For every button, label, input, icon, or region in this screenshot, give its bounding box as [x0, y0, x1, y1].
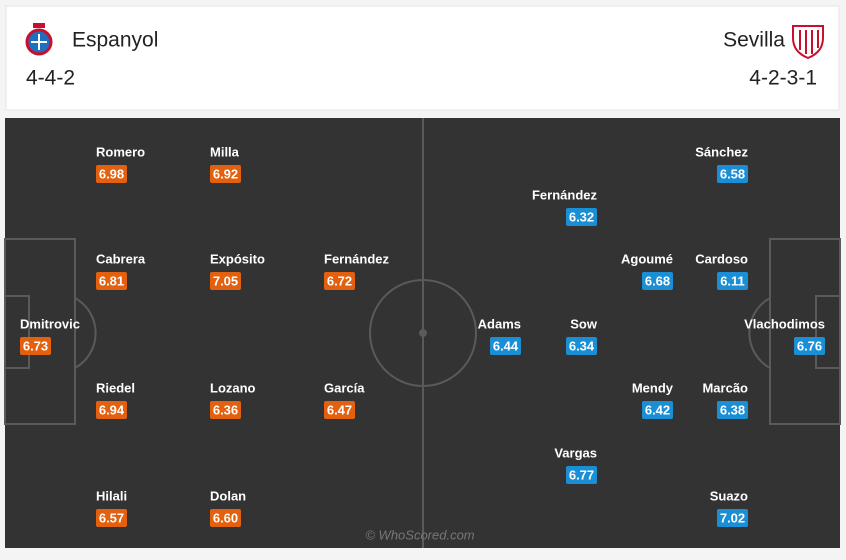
player-rating: 6.44: [493, 338, 519, 353]
rating-badge: [642, 401, 673, 419]
player-name: Expósito: [210, 251, 265, 266]
rating-badge: [96, 272, 127, 290]
rating-badge: [566, 466, 597, 484]
rating-badge: [210, 509, 241, 527]
player-rating: 6.60: [213, 510, 238, 525]
rating-badge: [210, 165, 241, 183]
rating-badge: [210, 272, 241, 290]
rating-badge: [96, 509, 127, 527]
player-name: Vargas: [554, 445, 597, 460]
rating-badge: [717, 272, 748, 290]
rating-badge: [324, 401, 355, 419]
player-rating: 6.76: [797, 338, 822, 353]
player-name: García: [324, 380, 365, 395]
player-rating: 6.98: [99, 166, 124, 181]
player-name: Mendy: [632, 380, 674, 395]
player-rating: 6.32: [569, 209, 594, 224]
player-rating: 6.57: [99, 510, 124, 525]
rating-badge: [96, 401, 127, 419]
rating-badge: [566, 337, 597, 355]
player-rating: 6.72: [327, 273, 352, 288]
rating-badge: [717, 401, 748, 419]
player-rating: 6.36: [213, 402, 238, 417]
player-name: Cabrera: [96, 251, 146, 266]
home-formation: 4-4-2: [26, 67, 75, 90]
player-rating: 6.77: [569, 467, 594, 482]
player-rating: 6.73: [23, 338, 48, 353]
rating-badge: [20, 337, 51, 355]
player-rating: 6.38: [720, 402, 745, 417]
player-rating: 6.47: [327, 402, 352, 417]
player-name: Dolan: [210, 488, 246, 503]
player-name: Agoumé: [621, 251, 673, 266]
player-rating: 6.34: [569, 338, 595, 353]
header-card: [5, 5, 840, 111]
away-team-name: Sevilla: [723, 29, 785, 52]
player-rating: 6.81: [99, 273, 124, 288]
espanyol-logo: [25, 23, 53, 56]
player-rating: 6.11: [720, 273, 745, 288]
sevilla-logo: [792, 25, 824, 60]
player-rating: 6.92: [213, 166, 238, 181]
pitch: [4, 118, 841, 548]
rating-badge: [642, 272, 673, 290]
player-name: Riedel: [96, 380, 135, 395]
player-name: Sow: [570, 316, 598, 331]
player-name: Adams: [478, 316, 521, 331]
player-rating: 7.05: [213, 273, 238, 288]
rating-badge: [794, 337, 825, 355]
rating-badge: [717, 509, 748, 527]
players: Romero 6.98 Milla 6.92 Cabrera 6.81 Expósito 7.…: [20, 144, 825, 527]
player-name: Dmitrovic: [20, 316, 80, 331]
player-name: Lozano: [210, 380, 256, 395]
away-formation: 4-2-3-1: [749, 67, 817, 90]
player-name: Marcão: [702, 380, 748, 395]
rating-badge: [717, 165, 748, 183]
player-name: Fernández: [324, 251, 390, 266]
watermark: © WhoScored.com: [365, 527, 474, 542]
player-name: Milla: [210, 144, 240, 159]
rating-badge: [96, 165, 127, 183]
player-name: Suazo: [710, 488, 748, 503]
player-name: Hilali: [96, 488, 127, 503]
rating-badge: [324, 272, 355, 290]
player-rating: 7.02: [720, 510, 745, 525]
player-rating: 6.68: [645, 273, 670, 288]
home-team-name: Espanyol: [72, 29, 158, 52]
player-name: Cardoso: [695, 251, 748, 266]
rating-badge: [210, 401, 241, 419]
player-name: Vlachodimos: [744, 316, 825, 331]
rating-badge: [490, 337, 521, 355]
player-name: Fernández: [532, 187, 598, 202]
player-name: Romero: [96, 144, 145, 159]
player-rating: 6.94: [99, 402, 125, 417]
player-rating: 6.42: [645, 402, 670, 417]
player-name: Sánchez: [695, 144, 748, 159]
player-rating: 6.58: [720, 166, 745, 181]
rating-badge: [566, 208, 597, 226]
